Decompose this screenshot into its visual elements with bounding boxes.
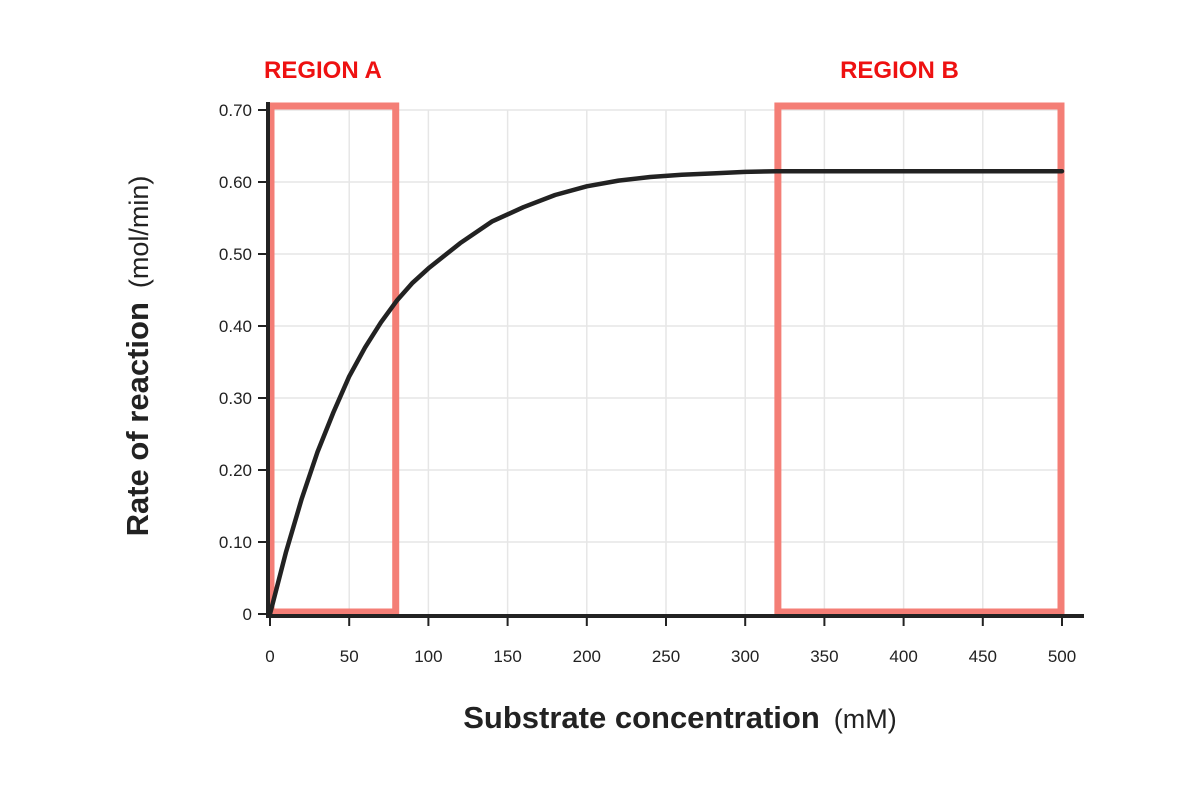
- y-tick-label: 0: [243, 605, 252, 624]
- x-tick-label: 250: [652, 647, 680, 666]
- y-axis-unit: (mol/min): [124, 176, 154, 289]
- region-label: REGION A: [264, 57, 382, 84]
- axes: [266, 102, 1084, 618]
- y-tick-label: 0.50: [219, 245, 252, 264]
- x-tick-label: 350: [810, 647, 838, 666]
- region-label: REGION B: [840, 57, 959, 84]
- x-tick-label: 300: [731, 647, 759, 666]
- x-tick-label: 200: [573, 647, 601, 666]
- region-box: [267, 102, 400, 616]
- x-axis-label: Substrate concentration (mM): [463, 700, 897, 735]
- x-tick-label: 400: [889, 647, 917, 666]
- x-axis-title: Substrate concentration: [463, 700, 820, 735]
- y-tick-label: 0.30: [219, 389, 252, 408]
- x-tick-label: 100: [414, 647, 442, 666]
- x-axis-unit: (mM): [834, 704, 897, 734]
- y-tick-label: 0.70: [219, 101, 252, 120]
- x-tick-label: 500: [1048, 647, 1076, 666]
- y-axis-label: Rate of reaction (mol/min): [120, 176, 155, 537]
- y-axis-title: Rate of reaction: [120, 302, 155, 536]
- x-tick-label: 450: [969, 647, 997, 666]
- series-line: [267, 168, 1065, 617]
- grid: [270, 109, 1063, 614]
- x-tick-label: 150: [493, 647, 521, 666]
- y-tick-label: 0.60: [219, 173, 252, 192]
- x-tick-label: 0: [265, 647, 274, 666]
- x-tick-label: 50: [340, 647, 359, 666]
- region-box: [774, 102, 1065, 616]
- y-axis-ticks: 0 0.10 0.20 0.30 0.40 0.50 0.60 0.70: [219, 101, 268, 624]
- series-layer: [267, 168, 1065, 617]
- x-axis-ticks: 0 50 100 150 200 250 300 350 400 450 500: [265, 616, 1076, 666]
- y-tick-label: 0.20: [219, 461, 252, 480]
- highlight-regions: REGION A REGION B: [264, 57, 1065, 616]
- y-tick-label: 0.40: [219, 317, 252, 336]
- y-tick-label: 0.10: [219, 533, 252, 552]
